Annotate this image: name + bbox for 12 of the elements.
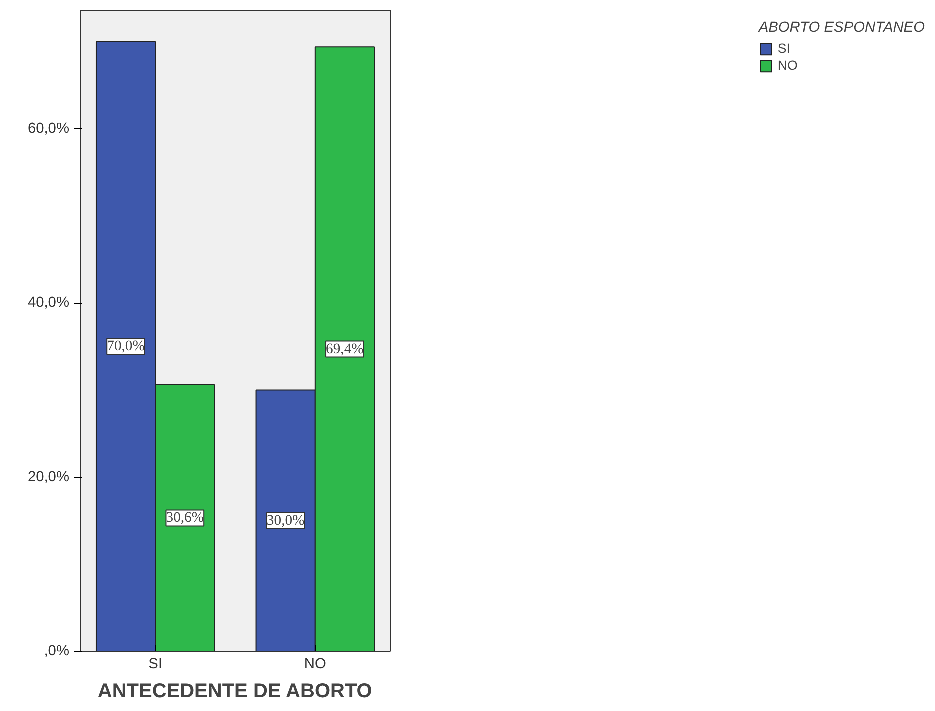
data-label: 70,0% xyxy=(107,338,145,355)
data-label: 30,6% xyxy=(166,510,204,526)
legend-title: ABORTO ESPONTANEO xyxy=(758,20,925,36)
y-tick-label: 40,0% xyxy=(28,295,70,312)
legend-label: SI xyxy=(778,41,792,56)
y-tick-label: ,0% xyxy=(44,644,70,660)
data-label: 69,4% xyxy=(326,341,364,358)
y-tick-label: 60,0% xyxy=(28,120,70,137)
x-axis-title: ANTECEDENTE DE ABORTO xyxy=(98,680,372,702)
y-tick-label: 20,0% xyxy=(28,469,70,486)
data-label: 30,0% xyxy=(266,512,305,529)
legend-label: NO xyxy=(778,58,798,73)
